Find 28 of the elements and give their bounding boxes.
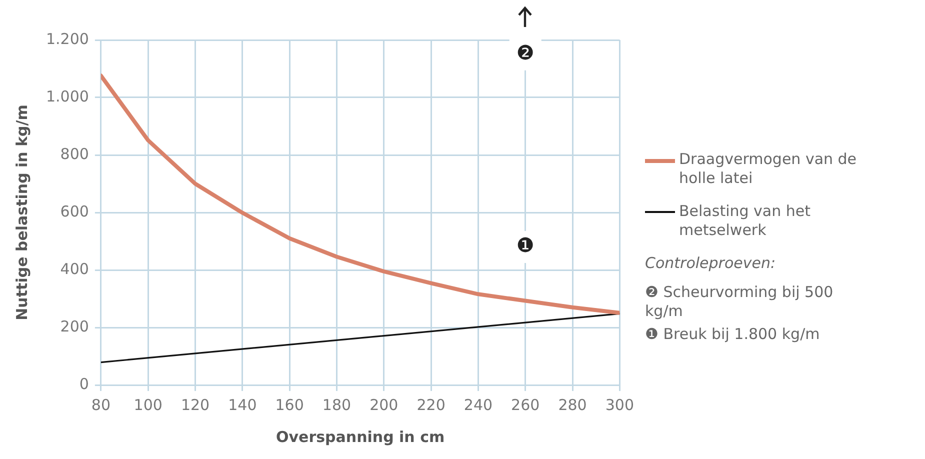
x-tick-label: 160 [275, 396, 304, 414]
text: Controleproeven: [645, 254, 777, 273]
y-tick-label: 800 [60, 144, 89, 163]
annotation: ❷ [516, 40, 534, 65]
x-tick-label: 240 [464, 396, 493, 414]
text: ❷ Scheurvorming bij 500 kg/m [645, 283, 834, 321]
x-tick-label: 140 [228, 396, 257, 414]
x-tick-label: 300 [605, 396, 634, 414]
y-tick-label: 400 [60, 260, 89, 278]
x-tick-label: 180 [322, 396, 352, 414]
y-tick-label: 1.000 [46, 87, 89, 106]
legend-label: Draagvermogen van de holle latei [679, 150, 858, 188]
x-axis-title: Overspanning in cm [276, 428, 445, 446]
x-tick-label: 80 [91, 396, 110, 414]
y-tick-label: 0 [79, 374, 89, 393]
text: ❶ Breuk bij 1.800 kg/m [645, 325, 821, 344]
annotation: ❶ [516, 233, 534, 258]
y-tick-label: 600 [60, 202, 89, 220]
x-tick-label: 280 [558, 396, 587, 414]
y-tick-label: 200 [60, 317, 89, 336]
y-axis-title: Nuttige belasting in kg/m [12, 104, 31, 320]
x-tick-label: 220 [416, 396, 446, 414]
x-tick-label: 200 [370, 396, 398, 414]
y-tick-label: 1.200 [46, 30, 89, 48]
legend-label: Belasting van het metselwerk [679, 202, 812, 240]
x-tick-label: 120 [180, 396, 210, 414]
x-tick-label: 260 [511, 396, 540, 414]
x-tick-label: 100 [134, 396, 162, 414]
